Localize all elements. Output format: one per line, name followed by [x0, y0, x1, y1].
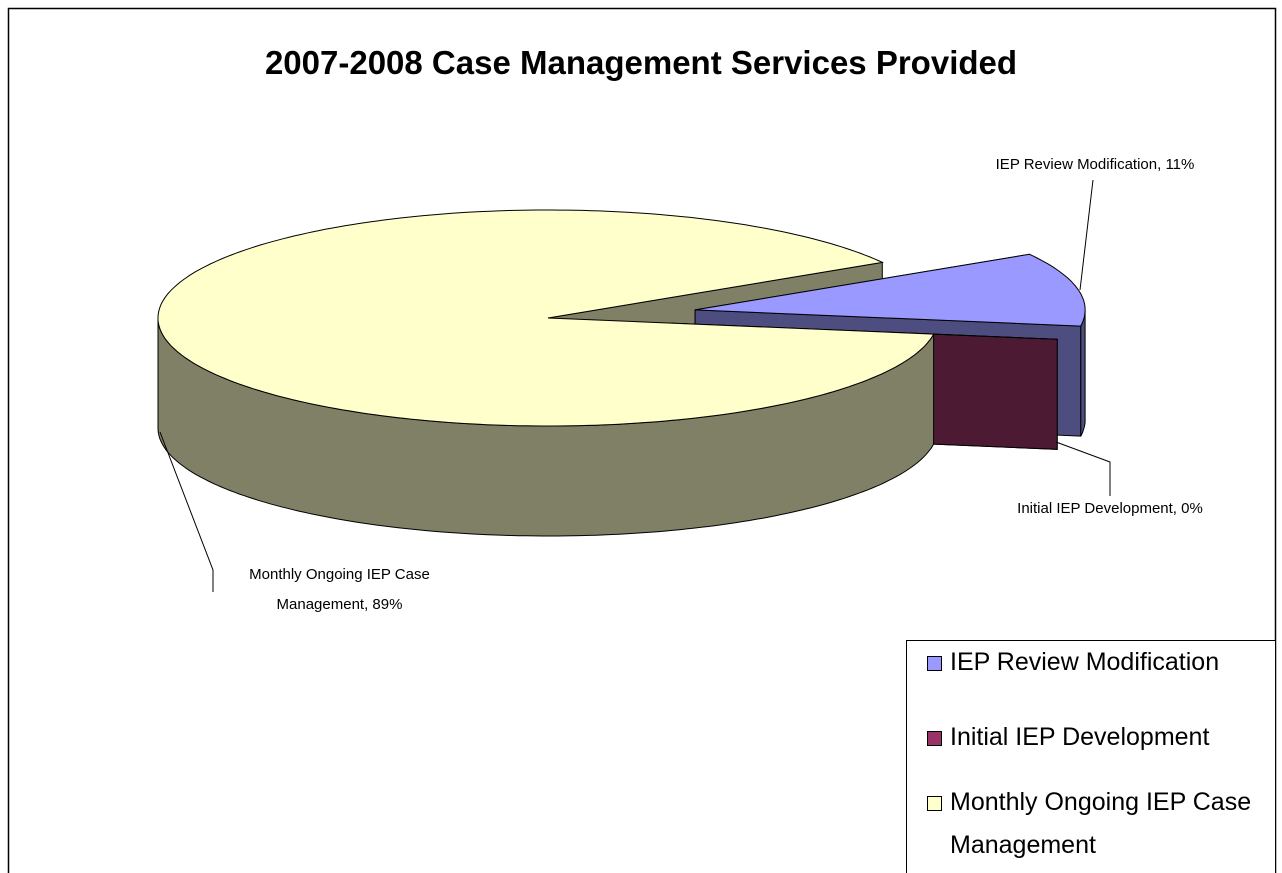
leader-line	[1055, 441, 1111, 496]
slice-top	[695, 253, 1086, 327]
legend-label: IEP Review Modification	[950, 648, 1220, 676]
legend-swatch	[927, 731, 942, 746]
chart-title: 2007-2008 Case Management Services Provi…	[264, 44, 1018, 81]
slice-side	[1080, 309, 1086, 437]
data-label: Monthly Ongoing IEP Case Management, 89%	[249, 566, 430, 613]
legend-label: Monthly Ongoing IEP Case Management	[950, 788, 1252, 859]
pie	[157, 209, 1086, 537]
leader-line	[1079, 179, 1094, 291]
data-label: Initial IEP Development, 0%	[1017, 500, 1203, 517]
leader-line	[159, 431, 214, 592]
legend-label: Initial IEP Development	[950, 723, 1210, 751]
slice-top	[157, 209, 935, 427]
legend-swatch	[927, 796, 942, 811]
data-label: IEP Review Modification, 11%	[995, 156, 1195, 173]
legend-swatch	[927, 656, 942, 671]
legend: IEP Review Modification Initial IEP Devel…	[906, 640, 1276, 873]
